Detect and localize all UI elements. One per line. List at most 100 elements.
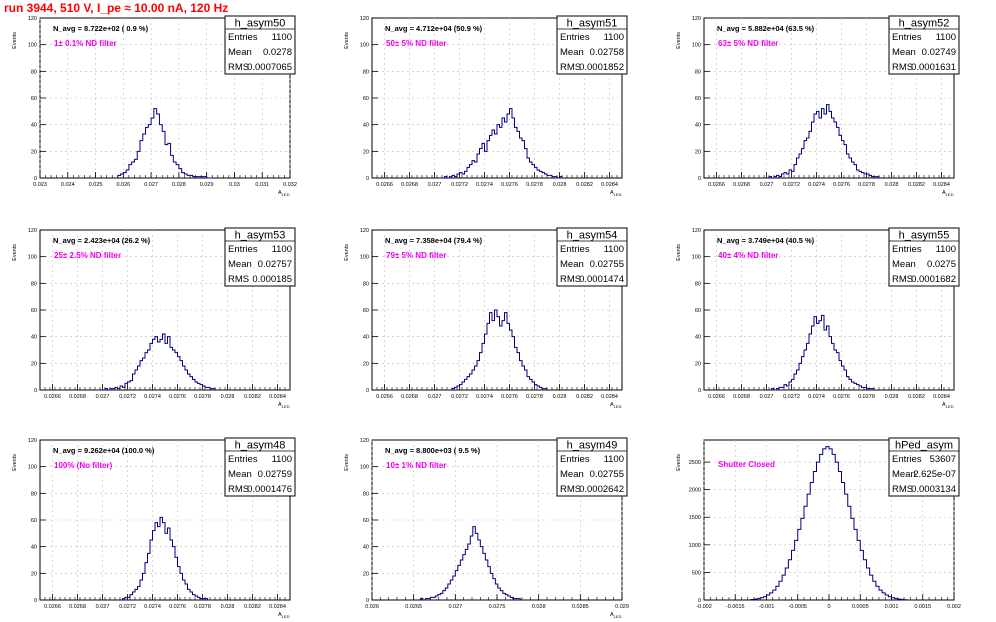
histogram-bars bbox=[122, 516, 208, 600]
stats-label-rms: RMS bbox=[228, 274, 249, 285]
histogram-bin bbox=[792, 171, 795, 178]
x-tick-label: 0.0282 bbox=[908, 394, 925, 400]
histogram-bin bbox=[882, 593, 885, 600]
histogram-bin bbox=[179, 169, 182, 178]
histogram-bin bbox=[133, 374, 136, 390]
x-tick-label: -0.002 bbox=[696, 604, 712, 610]
filter-label: 1± 0.1% ND filter bbox=[54, 39, 117, 48]
histogram-bin bbox=[505, 122, 508, 178]
stats-value-mean: 0.02757 bbox=[258, 259, 292, 270]
histogram-bin bbox=[472, 161, 475, 178]
x-tick-label: 0.0282 bbox=[576, 182, 593, 188]
filter-label: 50± 5% ND filter bbox=[386, 39, 446, 48]
x-tick-label: 0.0266 bbox=[44, 604, 61, 610]
histogram-bin bbox=[857, 540, 860, 600]
histogram-bin bbox=[168, 337, 171, 390]
histogram-bin bbox=[542, 173, 545, 178]
stats-value-entries: 53607 bbox=[930, 454, 956, 465]
stats-box bbox=[888, 437, 960, 497]
x-tick-label: 0.0276 bbox=[501, 182, 518, 188]
histogram-bin bbox=[473, 527, 476, 600]
histogram-bin bbox=[477, 154, 480, 178]
y-axis-label: Events bbox=[676, 244, 682, 261]
histogram-bin bbox=[162, 131, 165, 178]
histogram-bin bbox=[807, 494, 810, 600]
y-tick-label: 40 bbox=[695, 335, 701, 341]
histogram-bin bbox=[829, 337, 832, 390]
histogram-bin bbox=[869, 175, 872, 178]
histogram-bin bbox=[802, 357, 805, 390]
y-tick-label: 2000 bbox=[689, 488, 701, 494]
x-tick-label: 0.03 bbox=[229, 182, 240, 188]
stats-value-entries: 1100 bbox=[604, 244, 624, 255]
histogram-bin bbox=[857, 385, 860, 390]
histogram-bin bbox=[180, 573, 183, 600]
y-tick-label: 1000 bbox=[689, 543, 701, 549]
histogram-bin bbox=[118, 175, 121, 178]
histogram-bin bbox=[450, 580, 453, 600]
histogram-bin bbox=[480, 547, 483, 600]
histogram-bin bbox=[159, 125, 162, 178]
filter-label: 10± 1% ND filter bbox=[386, 461, 446, 470]
histogram-bars bbox=[771, 314, 875, 391]
x-tick-label: 0.031 bbox=[255, 182, 269, 188]
histogram-bin bbox=[754, 599, 757, 600]
histogram-bin bbox=[785, 568, 788, 600]
histogram-bin bbox=[480, 353, 483, 390]
histogram-bin bbox=[178, 567, 181, 600]
stats-value-entries: 1100 bbox=[272, 244, 292, 255]
histogram-bin bbox=[876, 586, 879, 600]
stats-value-rms: 0.0001476 bbox=[247, 484, 292, 495]
histogram-bin bbox=[497, 125, 500, 178]
histogram-bin bbox=[525, 149, 528, 178]
histogram-bin bbox=[832, 343, 835, 390]
y-tick-label: 80 bbox=[31, 491, 37, 497]
histogram-bin bbox=[448, 584, 451, 600]
histogram-bin bbox=[837, 353, 840, 390]
histogram-bin bbox=[822, 109, 825, 178]
navg-label: N_avg = 8.800e+03 ( 9.5 %) bbox=[385, 446, 481, 455]
histogram-bin bbox=[482, 143, 485, 178]
histogram-bin bbox=[842, 366, 845, 390]
histogram-bin bbox=[158, 527, 161, 600]
histogram-bin bbox=[537, 386, 540, 390]
x-tick-label: 0.027 bbox=[96, 394, 110, 400]
x-tick-label: 0.0276 bbox=[169, 394, 186, 400]
histogram-bin bbox=[153, 531, 156, 600]
histogram-bin bbox=[540, 171, 543, 178]
histogram-bin bbox=[522, 141, 525, 178]
y-tick-label: 120 bbox=[692, 228, 701, 234]
histogram-bin bbox=[774, 177, 777, 178]
histogram-bin bbox=[183, 580, 186, 600]
x-tick-label: 0.0268 bbox=[733, 182, 750, 188]
histogram-bin bbox=[110, 389, 113, 390]
x-tick-label: 0.0272 bbox=[119, 394, 136, 400]
histogram-bin bbox=[799, 363, 802, 390]
histogram-bin bbox=[839, 135, 842, 178]
histogram-bin bbox=[545, 174, 548, 178]
x-tick-label: 0.0278 bbox=[194, 394, 211, 400]
stats-label-entries: Entries bbox=[228, 454, 258, 465]
stats-value-mean: 0.0275 bbox=[927, 259, 956, 270]
histogram-bin bbox=[507, 114, 510, 178]
histogram-bin bbox=[168, 143, 171, 178]
histogram-bin bbox=[513, 599, 516, 600]
x-tick-label: 0.025 bbox=[89, 182, 103, 188]
histogram-bin bbox=[203, 599, 206, 600]
histogram-bin bbox=[873, 581, 876, 600]
x-tick-label: 0.0276 bbox=[169, 604, 186, 610]
y-tick-label: 100 bbox=[360, 255, 369, 261]
y-tick-label: 0 bbox=[698, 598, 701, 604]
stats-label-rms: RMS bbox=[560, 62, 581, 73]
y-tick-label: 20 bbox=[363, 149, 369, 155]
histogram-bin bbox=[470, 165, 473, 178]
histogram-bin bbox=[782, 387, 785, 390]
histogram-bin bbox=[801, 518, 804, 600]
histogram-bin bbox=[851, 518, 854, 600]
x-tick-label: 0.028 bbox=[532, 604, 546, 610]
histogram-bin bbox=[143, 573, 146, 600]
histogram-bin bbox=[150, 540, 153, 600]
histogram-bin bbox=[505, 595, 508, 600]
histogram-bin bbox=[532, 165, 535, 178]
y-tick-label: 100 bbox=[692, 255, 701, 261]
